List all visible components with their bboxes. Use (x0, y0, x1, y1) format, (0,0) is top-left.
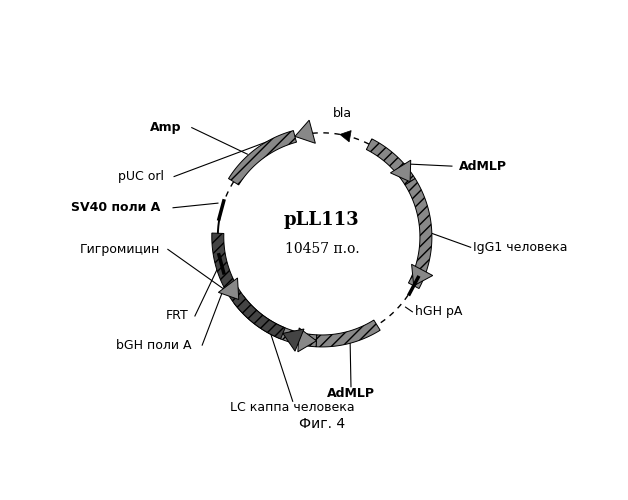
Polygon shape (316, 320, 380, 347)
Polygon shape (219, 278, 239, 299)
Text: Amp: Amp (150, 121, 181, 134)
Polygon shape (298, 328, 317, 352)
Text: LC каппа человека: LC каппа человека (230, 402, 355, 414)
Polygon shape (405, 178, 432, 288)
Text: 10457 п.о.: 10457 п.о. (284, 242, 359, 256)
Text: FRT: FRT (166, 310, 188, 322)
Polygon shape (295, 120, 315, 144)
Text: AdMLP: AdMLP (327, 386, 375, 400)
Text: SV40 поли А: SV40 поли А (72, 202, 161, 214)
Polygon shape (340, 130, 351, 142)
Polygon shape (366, 139, 415, 185)
Polygon shape (411, 264, 433, 285)
Text: hGH pA: hGH pA (416, 306, 463, 318)
Text: AdMLP: AdMLP (459, 160, 507, 172)
Text: pUC orl: pUC orl (117, 170, 164, 183)
Polygon shape (212, 233, 285, 339)
Text: pLL113: pLL113 (284, 211, 360, 229)
Text: Гигромицин: Гигромицин (80, 243, 161, 256)
Text: IgG1 человека: IgG1 человека (473, 241, 567, 254)
Polygon shape (283, 329, 304, 351)
Text: Фиг. 4: Фиг. 4 (299, 418, 345, 432)
Polygon shape (229, 130, 296, 185)
Text: bla: bla (332, 107, 352, 120)
Polygon shape (391, 160, 411, 182)
Polygon shape (234, 296, 317, 347)
Text: bGH поли А: bGH поли А (116, 338, 192, 351)
